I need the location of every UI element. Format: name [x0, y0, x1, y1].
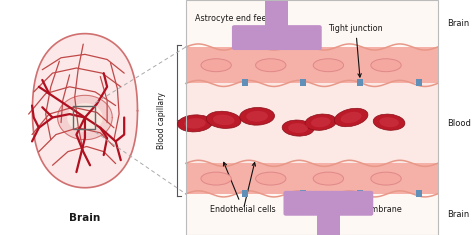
- Ellipse shape: [246, 111, 268, 122]
- FancyBboxPatch shape: [283, 191, 374, 216]
- Ellipse shape: [213, 114, 235, 125]
- Ellipse shape: [201, 172, 231, 185]
- Ellipse shape: [184, 118, 206, 129]
- Ellipse shape: [334, 108, 368, 127]
- Ellipse shape: [282, 120, 314, 136]
- Bar: [186, 0, 438, 235]
- Polygon shape: [58, 95, 112, 140]
- Ellipse shape: [177, 115, 212, 132]
- Bar: [242, 79, 248, 86]
- Bar: [186, 47, 438, 83]
- Bar: [416, 79, 422, 86]
- Bar: [186, 194, 438, 235]
- Bar: [300, 79, 306, 86]
- Text: Tight junction: Tight junction: [328, 24, 383, 77]
- FancyBboxPatch shape: [232, 25, 322, 50]
- Ellipse shape: [206, 111, 241, 129]
- Ellipse shape: [371, 172, 401, 185]
- Bar: [242, 190, 248, 197]
- Bar: [357, 190, 363, 197]
- Polygon shape: [32, 34, 137, 188]
- Ellipse shape: [311, 117, 330, 127]
- Text: Brain: Brain: [447, 210, 469, 219]
- Ellipse shape: [313, 59, 344, 72]
- Bar: [300, 190, 306, 197]
- Ellipse shape: [255, 172, 286, 185]
- Ellipse shape: [240, 107, 274, 125]
- Ellipse shape: [379, 117, 399, 127]
- Ellipse shape: [313, 172, 344, 185]
- Text: Blood capillary: Blood capillary: [157, 92, 166, 149]
- Bar: [416, 190, 422, 197]
- Bar: [186, 0, 438, 47]
- Bar: [265, 0, 288, 27]
- Text: Endothelial cells: Endothelial cells: [210, 162, 276, 214]
- Text: Astrocyte end feet: Astrocyte end feet: [195, 14, 269, 37]
- Bar: [186, 83, 438, 163]
- Bar: [73, 106, 95, 129]
- Ellipse shape: [371, 59, 401, 72]
- Ellipse shape: [255, 59, 286, 72]
- Bar: [186, 163, 438, 194]
- Ellipse shape: [288, 123, 308, 133]
- Ellipse shape: [341, 112, 362, 123]
- Text: Basment membrane: Basment membrane: [319, 205, 402, 214]
- Text: Brain: Brain: [447, 19, 469, 28]
- Polygon shape: [68, 104, 102, 131]
- Text: Brain: Brain: [69, 213, 100, 223]
- Ellipse shape: [201, 59, 231, 72]
- Ellipse shape: [305, 114, 337, 130]
- Text: Blood: Blood: [447, 119, 471, 128]
- Ellipse shape: [373, 114, 405, 130]
- Bar: [357, 79, 363, 86]
- Bar: [317, 214, 340, 235]
